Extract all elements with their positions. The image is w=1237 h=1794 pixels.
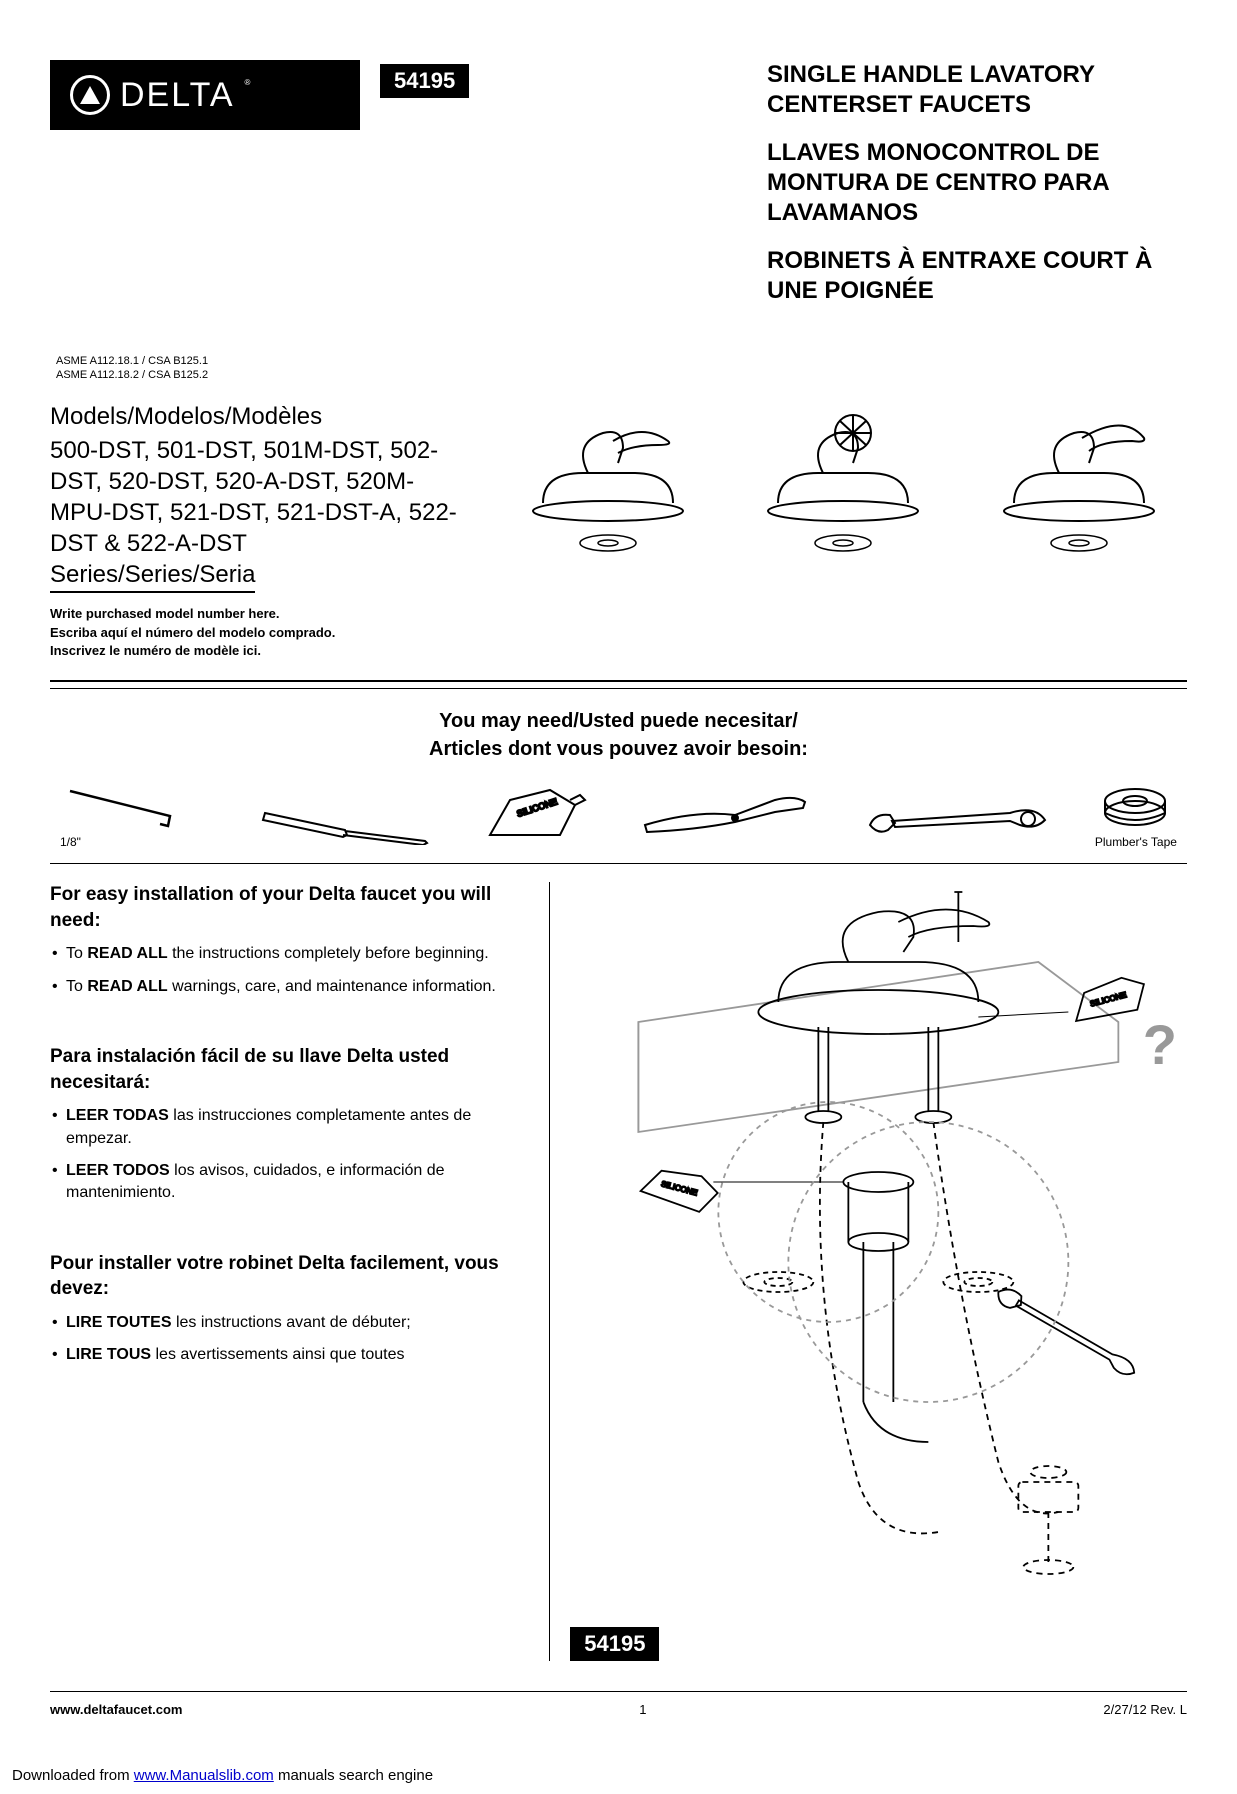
instr-head-en: For easy installation of your Delta fauc…	[50, 882, 529, 933]
title-fr: ROBINETS À ENTRAXE COURT À UNE POIGNÉE	[767, 246, 1187, 306]
instr-head-es: Para instalación fácil de su llave Delta…	[50, 1044, 529, 1095]
screwdriver-icon	[255, 795, 435, 845]
faucet-icon	[994, 403, 1164, 523]
svg-text:SILICONE: SILICONE	[515, 796, 558, 818]
instr-head-fr: Pour installer votre robinet Delta facil…	[50, 1251, 529, 1302]
series-label: Series/Series/Seria	[50, 561, 255, 593]
download-attribution: Downloaded from www.Manualslib.com manua…	[0, 1737, 1237, 1794]
washer-icon	[578, 533, 638, 553]
part-number-badge-bottom: 54195	[570, 1627, 659, 1661]
plumbers-tape-label: Plumber's Tape	[1095, 835, 1177, 849]
pliers-icon	[635, 790, 815, 845]
faucet-icon	[523, 403, 693, 523]
models-list: 500-DST, 501-DST, 501M-DST, 502-DST, 520…	[50, 435, 470, 560]
faucet-icon	[758, 403, 928, 523]
footer-rev: 2/27/12 Rev. L	[1103, 1702, 1187, 1717]
write-here-es: Escriba aquí el número del modelo compra…	[50, 624, 470, 642]
asme-line: ASME A112.18.1 / CSA B125.1	[56, 354, 1187, 368]
logo-mark-icon	[70, 75, 110, 115]
need-heading-line: Articles dont vous pouvez avoir besoin:	[50, 735, 1187, 763]
instr-bullet: LIRE TOUS les avertissements ainsi que t…	[52, 1344, 529, 1366]
manualslib-link[interactable]: www.Manualslib.com	[134, 1767, 274, 1784]
logo-registered: ®	[245, 78, 251, 87]
part-number-badge: 54195	[380, 64, 469, 98]
washer-icon	[813, 533, 873, 553]
instr-bullet: LEER TODAS las instrucciones completamen…	[52, 1105, 529, 1150]
hex-key-label: 1/8"	[60, 835, 81, 849]
title-es: LLAVES MONOCONTROL DE MONTURA DE CENTRO …	[767, 138, 1187, 228]
instr-bullet: LIRE TOUTES les instructions avant de dé…	[52, 1312, 529, 1334]
asme-line: ASME A112.18.2 / CSA B125.2	[56, 368, 1187, 382]
instr-bullet: To READ ALL the instructions completely …	[52, 943, 529, 965]
logo-text: DELTA	[120, 76, 235, 115]
need-heading-line: You may need/Usted puede necesitar/	[50, 707, 1187, 735]
installation-diagram: SILICONE SILICONE	[570, 882, 1187, 1602]
instr-bullet: LEER TODOS los avisos, cuidados, e infor…	[52, 1160, 529, 1205]
plumbers-tape-icon	[1095, 781, 1175, 831]
washer-icon	[1049, 533, 1109, 553]
write-here-fr: Inscrivez le numéro de modèle ici.	[50, 642, 470, 660]
write-here-en: Write purchased model number here.	[50, 605, 470, 623]
svg-text:SILICONE: SILICONE	[1089, 990, 1127, 1008]
question-mark-icon: ?	[1143, 1012, 1177, 1077]
silicone-tube-icon: SILICONE	[480, 785, 590, 845]
instr-bullet: To READ ALL warnings, care, and maintena…	[52, 976, 529, 998]
footer-page: 1	[639, 1702, 646, 1717]
brand-logo: DELTA ®	[50, 60, 360, 130]
svg-text:SILICONE: SILICONE	[660, 1179, 698, 1197]
wrench-icon	[860, 795, 1050, 845]
faucet-illustrations	[500, 403, 1187, 553]
footer-url: www.deltafaucet.com	[50, 1702, 182, 1717]
title-en: SINGLE HANDLE LAVATORY CENTERSET FAUCETS	[767, 60, 1187, 120]
tools-row: 1/8" SILICONE	[50, 781, 1187, 864]
asme-codes: ASME A112.18.1 / CSA B125.1 ASME A112.18…	[56, 354, 1187, 383]
models-label: Models/Modelos/Modèles	[50, 403, 470, 431]
hex-key-icon	[60, 781, 210, 831]
